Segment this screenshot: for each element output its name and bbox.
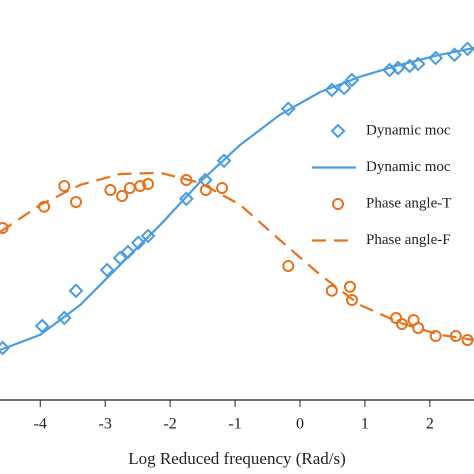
data-point (130, 235, 146, 251)
data-point (343, 280, 356, 293)
data-point (142, 178, 155, 190)
fit-line (0, 171, 474, 342)
legend-swatch (330, 123, 346, 139)
data-point (216, 153, 232, 169)
data-point (58, 180, 71, 192)
data-point (56, 310, 72, 326)
x-tick-label: 2 (426, 416, 434, 433)
x-tick-label: -4 (34, 416, 47, 433)
data-point (336, 80, 352, 96)
x-tick-label: -2 (163, 416, 176, 433)
data-point (345, 294, 358, 306)
data-point (412, 322, 425, 334)
x-tick-label: -1 (228, 416, 241, 433)
data-point (123, 182, 136, 194)
x-tick-label: 0 (296, 416, 304, 433)
data-point (0, 340, 11, 356)
data-point (178, 191, 194, 207)
legend-label: Phase angle-F (366, 232, 451, 248)
x-tick-label: 1 (361, 416, 369, 433)
legend-label: Dynamic moc (366, 122, 451, 138)
data-point (99, 262, 115, 278)
data-point (429, 330, 442, 342)
data-point (134, 180, 147, 192)
data-point (460, 41, 474, 57)
data-point (216, 182, 229, 194)
data-point (104, 184, 117, 196)
x-tick-label: -3 (99, 416, 112, 433)
data-point (325, 284, 338, 297)
data-point (116, 190, 129, 202)
legend-label: Dynamic moc (366, 159, 451, 175)
legend-label: Phase angle-T (366, 195, 451, 211)
legend-swatch (332, 198, 344, 210)
data-point (68, 283, 84, 299)
x-axis-label: Log Reduced frequency (Rad/s) (128, 449, 346, 468)
fit-line (0, 46, 474, 352)
data-point (69, 196, 82, 208)
data-point (282, 260, 295, 272)
data-point (390, 312, 403, 324)
